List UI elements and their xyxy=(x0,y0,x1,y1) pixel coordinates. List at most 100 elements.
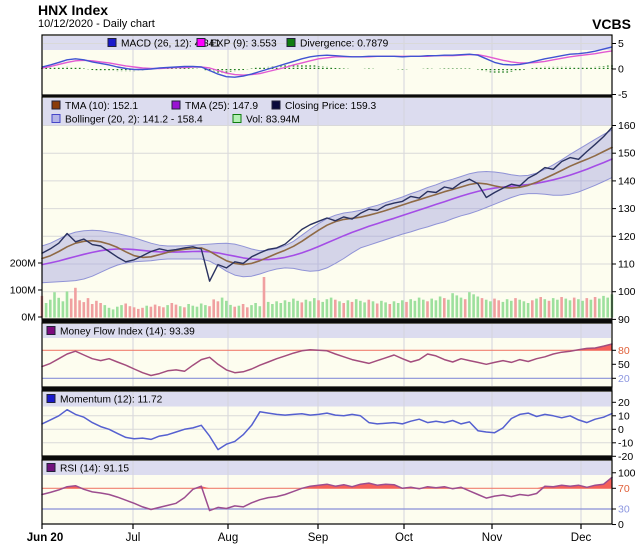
rsi-overbought-fill xyxy=(42,477,612,489)
y-tick-label: 130 xyxy=(618,203,636,215)
volume-bar xyxy=(262,277,266,318)
y-tick-label: 120 xyxy=(618,231,636,243)
volume-bar xyxy=(497,300,500,318)
legend-label: TMA (10): 152.1 xyxy=(65,101,138,112)
volume-bar xyxy=(86,298,90,318)
volume-bar xyxy=(170,303,174,318)
price-panel: 160 150 140 130 120 110 100 90 200M 100M 0M TMA (10… xyxy=(10,96,636,326)
volume-bar xyxy=(149,306,153,318)
volume-bar xyxy=(438,296,442,318)
x-tick-label: Jul xyxy=(126,532,141,544)
volume-bar xyxy=(275,301,278,318)
volume-bar xyxy=(158,306,161,318)
volume-bar xyxy=(313,298,316,318)
volume-bar xyxy=(325,299,329,318)
volume-bar xyxy=(443,298,446,318)
volume-bar xyxy=(279,303,283,318)
volume-bar xyxy=(392,301,396,318)
volume-bar xyxy=(124,303,127,318)
mfi-line xyxy=(41,343,613,377)
volume-bar xyxy=(107,307,111,318)
volume-bar xyxy=(82,302,86,318)
y-tick-label: 90 xyxy=(618,314,630,326)
legend-swatch xyxy=(232,114,242,123)
volume-bar xyxy=(468,292,471,318)
y-tick-label: -20 xyxy=(618,451,633,463)
legend-swatch xyxy=(171,100,181,110)
volume-bar xyxy=(384,302,387,318)
legend-swatch xyxy=(51,114,61,123)
mfi-panel: 80 50 20 Money Flow Index (14): 93.39 xyxy=(41,322,630,388)
volume-bar xyxy=(371,301,375,318)
volume-bar xyxy=(572,297,576,318)
volume-bar xyxy=(522,301,526,318)
legend-swatch xyxy=(46,394,56,403)
volume-bar xyxy=(581,300,584,318)
volume-bar xyxy=(212,299,215,318)
volume-bar xyxy=(505,299,509,318)
x-tick-label: Oct xyxy=(395,532,414,544)
volume-bar xyxy=(95,300,98,318)
volume-bar xyxy=(271,304,274,318)
volume-bar xyxy=(183,307,186,318)
volume-axis-label: 200M xyxy=(10,258,36,270)
volume-bar xyxy=(321,301,324,318)
volume-bar xyxy=(367,299,371,318)
volume-bar xyxy=(459,297,463,318)
legend-label: Closing Price: 159.3 xyxy=(285,101,377,112)
volume-bar xyxy=(426,301,429,318)
legend-item: Bollinger (20, 2): 141.2 - 158.4 xyxy=(51,114,203,126)
legend-label: TMA (25): 147.9 xyxy=(185,101,258,112)
volume-bar xyxy=(246,307,249,318)
y-tick-label: 50 xyxy=(618,359,630,371)
volume-bar xyxy=(338,301,341,318)
volume-bar xyxy=(128,306,132,318)
volume-bar xyxy=(287,301,291,318)
volume-bar xyxy=(606,297,609,318)
legend-swatch xyxy=(271,100,281,110)
y-tick-label: 30 xyxy=(618,504,630,516)
volume-bar xyxy=(422,299,425,318)
closing-price-line xyxy=(41,126,613,282)
volume-bar xyxy=(551,298,555,318)
volume-bar xyxy=(78,300,81,318)
legend-label: Divergence: 0.7879 xyxy=(300,39,389,50)
volume-bar xyxy=(564,298,568,318)
volume-bar xyxy=(233,306,236,318)
volume-bar xyxy=(204,305,207,318)
legend-label: EXP (9): 3.553 xyxy=(210,39,277,50)
legend-item: TMA (25): 147.9 xyxy=(171,100,258,112)
volume-bar xyxy=(593,297,597,318)
y-tick-label: 0 xyxy=(618,64,624,76)
macd-line xyxy=(41,46,613,78)
volume-bar xyxy=(585,298,589,318)
volume-bar xyxy=(510,300,513,318)
panel-background xyxy=(42,97,612,319)
volume-bar xyxy=(283,300,287,318)
volume-bar xyxy=(266,301,270,318)
volume-bar xyxy=(111,309,115,318)
volume-bar xyxy=(44,303,48,318)
volume-bar xyxy=(166,305,169,318)
y-tick-label: 150 xyxy=(618,148,636,160)
x-tick-label: Nov xyxy=(482,532,503,544)
volume-bar xyxy=(526,303,530,318)
volume-bar xyxy=(447,299,450,318)
y-tick-label: 20 xyxy=(618,373,630,385)
volume-bar xyxy=(220,297,224,318)
brand-logo: VCBS xyxy=(592,16,631,32)
volume-bar xyxy=(346,300,350,318)
volume-bar xyxy=(187,304,190,318)
legend-item: Vol: 83.94M xyxy=(232,114,300,126)
volume-bar xyxy=(380,300,383,318)
y-tick-label: -5 xyxy=(618,89,627,101)
panel-separator xyxy=(41,387,613,391)
volume-bar xyxy=(388,304,392,318)
volume-axis-label: 100M xyxy=(10,285,36,297)
volume-bar xyxy=(225,300,228,318)
volume-bar xyxy=(472,294,475,318)
volume-bar xyxy=(577,299,580,318)
volume-bar xyxy=(560,297,563,318)
